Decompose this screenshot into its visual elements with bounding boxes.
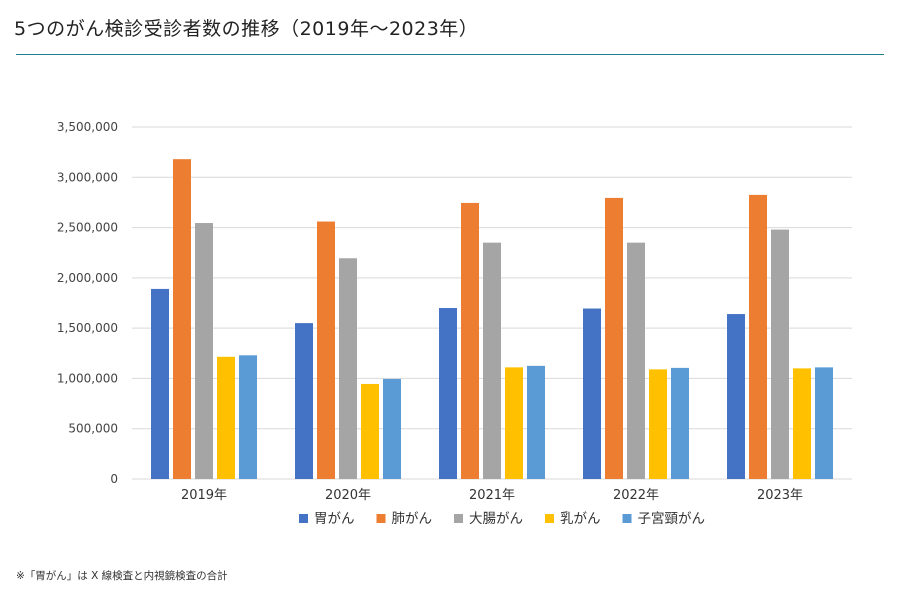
footnote: ※「胃がん」は X 線検査と内視鏡検査の合計: [16, 570, 228, 582]
y-tick-label: 1,000,000: [57, 371, 118, 385]
bar-2-4: [605, 197, 623, 479]
y-tick-label: 1,500,000: [57, 321, 118, 335]
bar-1-2: [295, 323, 313, 479]
legend-item: 肺がん: [376, 511, 433, 527]
bar-3-5: [771, 229, 789, 479]
legend-item: 乳がん: [545, 511, 601, 527]
bars: [151, 159, 833, 479]
bar-5-2: [383, 378, 401, 479]
legend-item: 大腸がん: [454, 511, 523, 527]
legend-label: 子宮頸がん: [638, 511, 706, 527]
bar-2-3: [461, 202, 479, 479]
legend-label: 肺がん: [392, 511, 433, 527]
bar-4-2: [361, 383, 379, 479]
legend-label: 乳がん: [560, 511, 601, 527]
chart-title: 5つのがん検診受診者数の推移（2019年〜2023年）: [14, 18, 479, 40]
legend-label: 胃がん: [314, 511, 355, 527]
title-divider: [16, 54, 884, 55]
bar-4-3: [505, 367, 523, 479]
legend-swatch: [299, 514, 308, 523]
bar-5-1: [239, 355, 257, 479]
legend-swatch: [376, 514, 386, 523]
y-tick-label: 2,500,000: [57, 221, 118, 235]
bar-3-3: [483, 242, 501, 479]
bar-4-1: [217, 356, 235, 479]
bar-3-1: [195, 223, 213, 479]
bar-5-5: [815, 367, 833, 479]
bar-3-4: [627, 242, 645, 479]
bar-2-2: [317, 221, 335, 479]
bar-3-2: [339, 258, 357, 479]
x-category-label: 2020年: [325, 488, 371, 503]
x-category-label: 2019年: [181, 488, 227, 503]
y-tick-label: 500,000: [68, 422, 118, 436]
x-category-label: 2023年: [757, 488, 803, 503]
bar-1-5: [727, 314, 745, 479]
bar-2-1: [173, 159, 191, 479]
x-category-label: 2021年: [469, 488, 515, 503]
y-tick-label: 0: [110, 472, 118, 486]
y-tick-label: 2,000,000: [57, 271, 118, 285]
legend-item: 胃がん: [299, 511, 355, 527]
bar-4-4: [649, 369, 667, 479]
legend-swatch: [622, 514, 632, 523]
bar-1-4: [583, 308, 601, 479]
legend: 胃がん 肺がん 大腸がん 乳がん 子宮頸がん: [299, 511, 705, 527]
y-axis-tick-labels: 0 500,000 1,000,000 1,500,000 2,000,000 2,500…: [57, 120, 118, 486]
x-category-label: 2022年: [613, 488, 659, 503]
legend-swatch: [545, 514, 554, 523]
y-tick-label: 3,000,000: [57, 170, 118, 184]
y-tick-label: 3,500,000: [57, 120, 118, 134]
bar-2-5: [749, 194, 767, 479]
bar-5-3: [527, 365, 545, 479]
legend-item: 子宮頸がん: [622, 511, 706, 527]
legend-swatch: [454, 514, 463, 523]
bar-1-3: [439, 308, 457, 479]
bar-5-4: [671, 367, 689, 479]
legend-label: 大腸がん: [469, 511, 523, 527]
x-axis-category-labels: 2019年 2020年 2021年 2022年 2023年: [181, 488, 803, 503]
bar-1-1: [151, 288, 169, 479]
bar-4-5: [793, 368, 811, 479]
